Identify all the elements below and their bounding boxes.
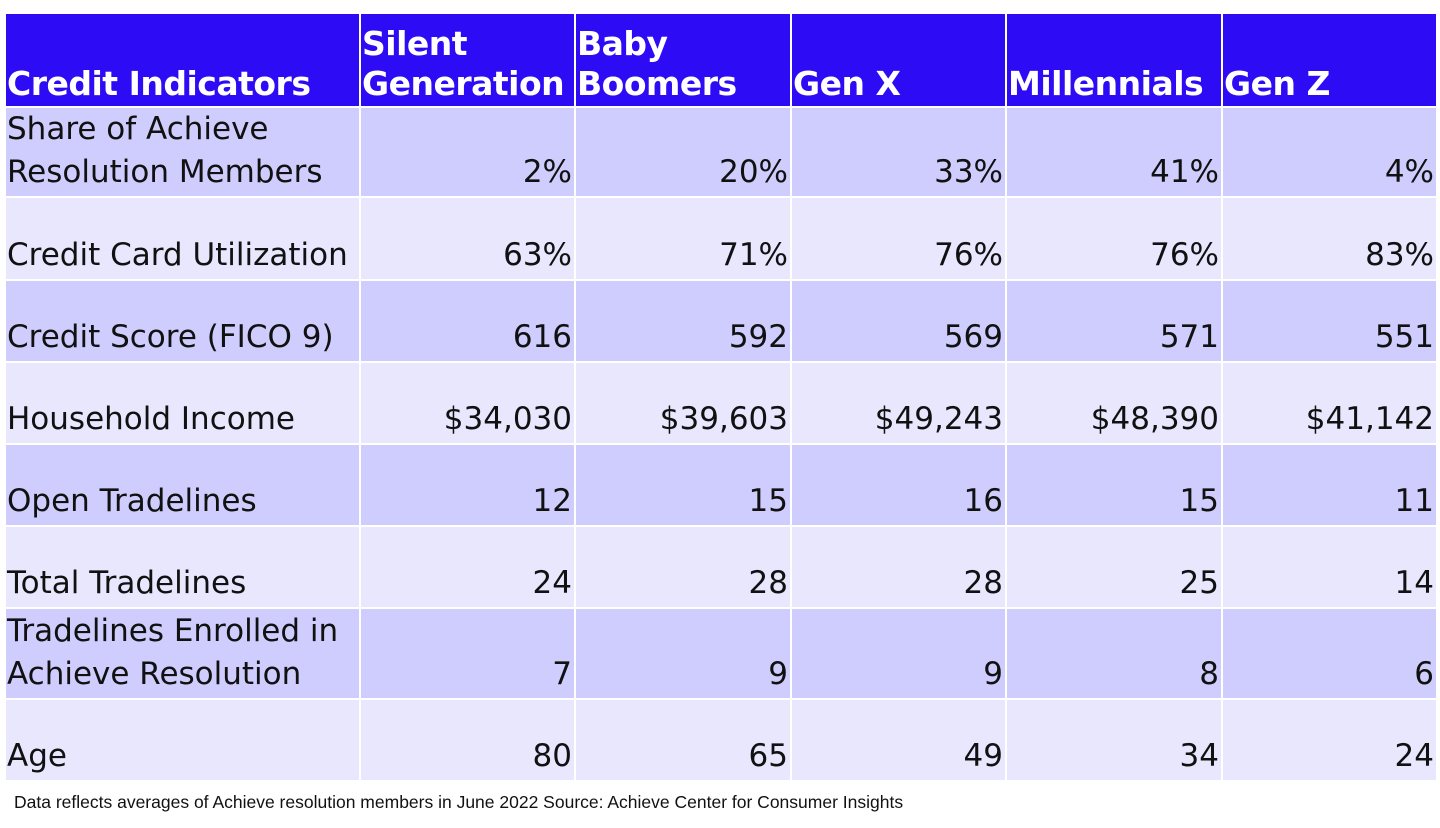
- row-label: Open Tradelines: [4, 442, 361, 528]
- table-cell: 41%: [1005, 105, 1223, 199]
- table-cell: 65: [574, 697, 792, 783]
- footnote: Data reflects averages of Achieve resolu…: [14, 792, 904, 812]
- table-cell: $41,142: [1221, 360, 1438, 445]
- table-row: Share of Achieve Resolution Members 2% 20%…: [4, 105, 1438, 199]
- table-cell: 7: [359, 607, 576, 700]
- table-row: Credit Score (FICO 9) 616 592 569 571 551: [4, 278, 1438, 363]
- header-millennials: Millennials: [1005, 12, 1223, 108]
- row-label: Credit Score (FICO 9): [4, 278, 361, 363]
- table-cell: 76%: [1005, 196, 1223, 281]
- table-cell: 76%: [790, 196, 1007, 281]
- row-label: Credit Card Utilization: [4, 196, 361, 281]
- table-cell: 28: [574, 525, 792, 610]
- table-cell: 33%: [790, 105, 1007, 199]
- table-cell: 569: [790, 278, 1007, 363]
- table-cell: 25: [1005, 525, 1223, 610]
- table-cell: 20%: [574, 105, 792, 199]
- row-label: Share of Achieve Resolution Members: [4, 105, 361, 199]
- table-cell: 24: [359, 525, 576, 610]
- table-cell: 8: [1005, 607, 1223, 700]
- table-cell: 616: [359, 278, 576, 363]
- credit-indicators-table: Credit Indicators Silent Generation Baby…: [4, 12, 1438, 783]
- table-cell: $34,030: [359, 360, 576, 445]
- table-cell: 16: [790, 442, 1007, 528]
- table-row: Open Tradelines 12 15 16 15 11: [4, 442, 1438, 528]
- header-gen-z: Gen Z: [1221, 12, 1438, 108]
- table-cell: 14: [1221, 525, 1438, 610]
- header-row: Credit Indicators Silent Generation Baby…: [4, 12, 1438, 108]
- row-label: Tradelines Enrolled in Achieve Resolutio…: [4, 607, 361, 700]
- table-row: Credit Card Utilization 63% 71% 76% 76% 83%: [4, 196, 1438, 281]
- table-cell: $48,390: [1005, 360, 1223, 445]
- table-cell: 12: [359, 442, 576, 528]
- table-cell: 571: [1005, 278, 1223, 363]
- table-cell: 6: [1221, 607, 1438, 700]
- table-row: Total Tradelines 24 28 28 25 14: [4, 525, 1438, 610]
- table-cell: 71%: [574, 196, 792, 281]
- table-body: Share of Achieve Resolution Members 2% 20%…: [4, 105, 1438, 783]
- header-gen-x: Gen X: [790, 12, 1007, 108]
- table-cell: 24: [1221, 697, 1438, 783]
- table-cell: 11: [1221, 442, 1438, 528]
- table-cell: 15: [574, 442, 792, 528]
- row-label: Age: [4, 697, 361, 783]
- table-cell: $39,603: [574, 360, 792, 445]
- table-cell: 2%: [359, 105, 576, 199]
- header-silent-generation: Silent Generation: [359, 12, 576, 108]
- table-row: Age 80 65 49 34 24: [4, 697, 1438, 783]
- table-cell: 9: [790, 607, 1007, 700]
- table-header: Credit Indicators Silent Generation Baby…: [4, 12, 1438, 108]
- table-cell: 9: [574, 607, 792, 700]
- header-credit-indicators: Credit Indicators: [4, 12, 361, 108]
- table-cell: 4%: [1221, 105, 1438, 199]
- header-baby-boomers: Baby Boomers: [574, 12, 792, 108]
- table-cell: 15: [1005, 442, 1223, 528]
- table-cell: 49: [790, 697, 1007, 783]
- table-cell: 63%: [359, 196, 576, 281]
- table-cell: 83%: [1221, 196, 1438, 281]
- table-cell: 80: [359, 697, 576, 783]
- row-label: Household Income: [4, 360, 361, 445]
- row-label: Total Tradelines: [4, 525, 361, 610]
- table-row: Tradelines Enrolled in Achieve Resolutio…: [4, 607, 1438, 700]
- table-row: Household Income $34,030 $39,603 $49,243 $48…: [4, 360, 1438, 445]
- table-cell: 34: [1005, 697, 1223, 783]
- table-cell: 592: [574, 278, 792, 363]
- table-cell: 28: [790, 525, 1007, 610]
- table-cell: $49,243: [790, 360, 1007, 445]
- table-cell: 551: [1221, 278, 1438, 363]
